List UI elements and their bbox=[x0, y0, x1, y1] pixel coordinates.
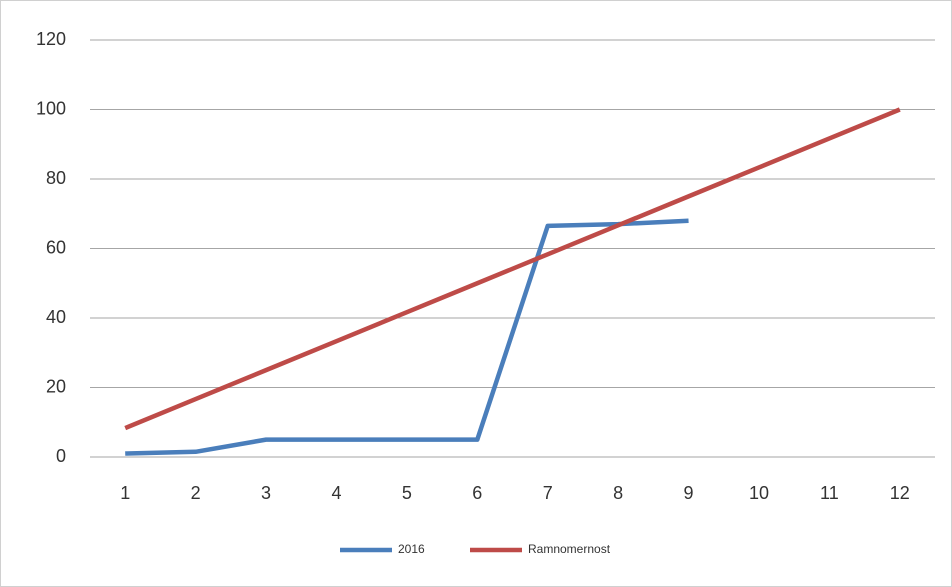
x-tick-label: 1 bbox=[120, 483, 130, 503]
series-line bbox=[124, 107, 901, 431]
y-tick-label: 80 bbox=[46, 168, 66, 188]
x-tick-label: 7 bbox=[543, 483, 553, 503]
x-tick-label: 9 bbox=[684, 483, 694, 503]
x-tick-label: 12 bbox=[890, 483, 910, 503]
x-tick-label: 2 bbox=[191, 483, 201, 503]
y-tick-label: 20 bbox=[46, 376, 66, 396]
x-tick-label: 8 bbox=[613, 483, 623, 503]
series-line bbox=[125, 218, 689, 456]
x-tick-label: 4 bbox=[331, 483, 341, 503]
x-tick-label: 5 bbox=[402, 483, 412, 503]
y-tick-label: 100 bbox=[36, 98, 66, 118]
x-tick-label: 11 bbox=[820, 483, 839, 503]
y-tick-label: 40 bbox=[46, 307, 66, 327]
legend-label: 2016 bbox=[398, 542, 425, 556]
y-tick-label: 60 bbox=[46, 237, 66, 257]
y-tick-label: 120 bbox=[36, 29, 66, 49]
x-tick-label: 3 bbox=[261, 483, 271, 503]
x-tick-label: 10 bbox=[749, 483, 769, 503]
x-tick-label: 6 bbox=[472, 483, 482, 503]
y-tick-label: 0 bbox=[56, 446, 66, 466]
legend-label: Ramnomernost bbox=[528, 542, 611, 556]
